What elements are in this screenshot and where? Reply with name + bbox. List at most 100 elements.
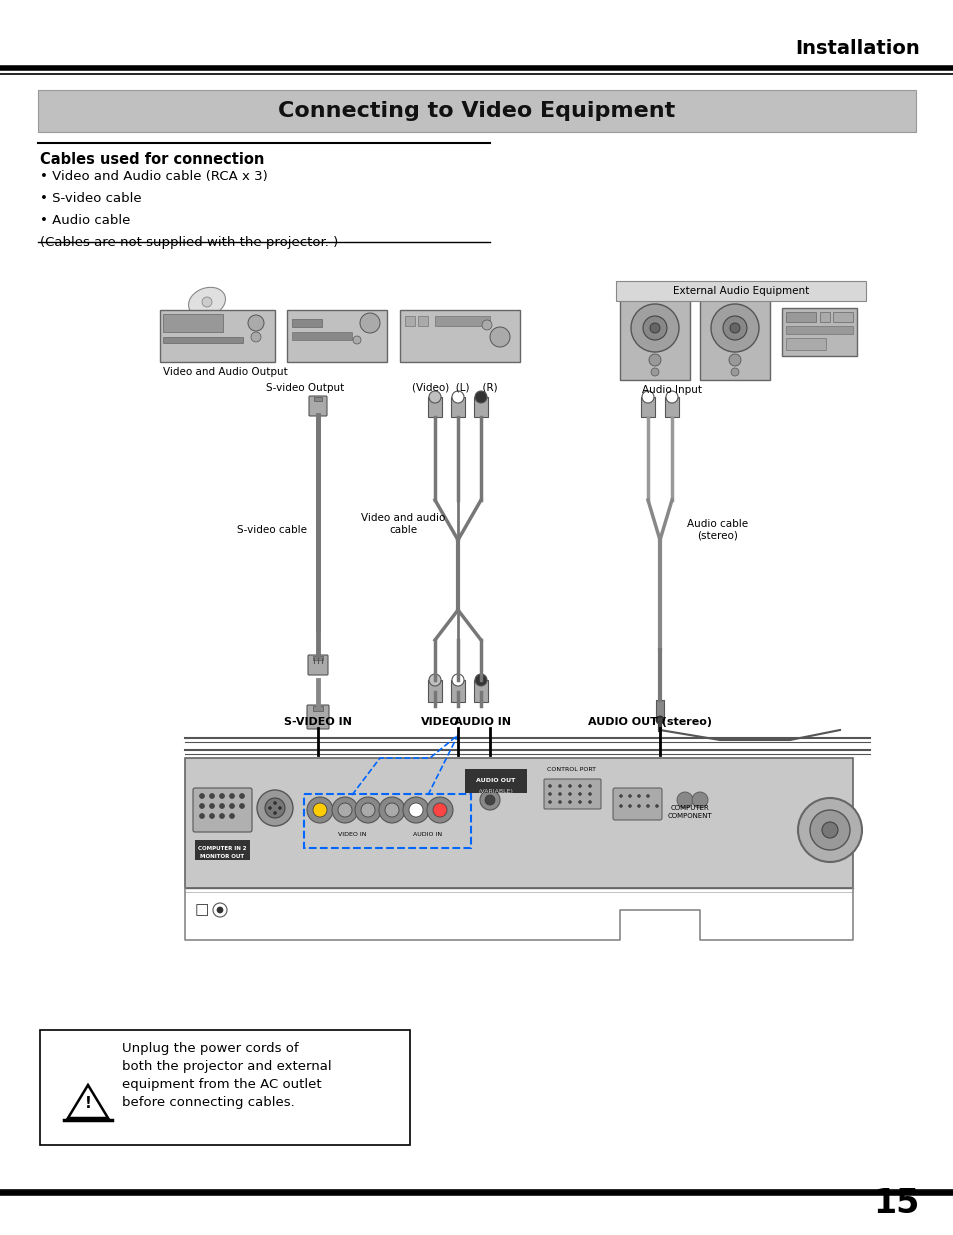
Text: Audio Input: Audio Input	[641, 385, 701, 395]
Circle shape	[568, 800, 571, 804]
Text: S-VIDEO IN: S-VIDEO IN	[284, 718, 352, 727]
Circle shape	[548, 793, 551, 795]
Circle shape	[199, 794, 204, 799]
Circle shape	[618, 804, 622, 808]
Bar	[292, 319, 322, 327]
Circle shape	[199, 814, 204, 819]
Circle shape	[618, 794, 622, 798]
FancyBboxPatch shape	[307, 705, 329, 729]
Text: Video and Audio Output: Video and Audio Output	[162, 367, 287, 377]
Text: □: □	[194, 902, 209, 918]
Circle shape	[648, 354, 660, 366]
Bar	[451, 396, 464, 417]
Text: • S-video cable: • S-video cable	[40, 191, 141, 205]
Circle shape	[729, 324, 740, 333]
Circle shape	[429, 674, 440, 685]
Bar	[313, 656, 323, 659]
Bar	[163, 337, 243, 343]
Text: COMPUTER IN 2: COMPUTER IN 2	[197, 846, 246, 851]
Text: AUDIO OUT: AUDIO OUT	[476, 778, 515, 783]
Circle shape	[256, 790, 293, 826]
Polygon shape	[68, 1086, 108, 1118]
Circle shape	[313, 803, 327, 818]
Bar	[619, 300, 689, 380]
Circle shape	[452, 391, 463, 403]
Bar	[820, 312, 829, 322]
Text: VIDEO IN: VIDEO IN	[337, 832, 366, 837]
Circle shape	[409, 803, 422, 818]
Circle shape	[656, 716, 663, 724]
Bar	[785, 326, 852, 333]
Circle shape	[239, 804, 244, 809]
Circle shape	[210, 794, 214, 799]
Circle shape	[429, 391, 440, 403]
Text: • Audio cable: • Audio cable	[40, 214, 131, 227]
Text: MONITOR OUT: MONITOR OUT	[200, 853, 244, 858]
Bar	[832, 312, 852, 322]
Bar	[405, 316, 415, 326]
Text: Video and audio
cable: Video and audio cable	[360, 514, 445, 535]
Bar	[287, 310, 387, 362]
Circle shape	[809, 810, 849, 850]
Circle shape	[230, 794, 234, 799]
Text: Installation: Installation	[795, 40, 919, 58]
Bar	[435, 316, 490, 326]
Text: !: !	[85, 1097, 91, 1112]
Circle shape	[337, 803, 352, 818]
Circle shape	[578, 793, 581, 795]
Text: (Cables are not supplied with the projector. ): (Cables are not supplied with the projec…	[40, 236, 338, 249]
FancyBboxPatch shape	[616, 282, 865, 301]
Text: (Video)  (L)    (R): (Video) (L) (R)	[412, 383, 497, 393]
Circle shape	[628, 804, 631, 808]
FancyBboxPatch shape	[308, 655, 328, 676]
Text: Connecting to Video Equipment: Connecting to Video Equipment	[278, 101, 675, 121]
Circle shape	[359, 312, 379, 333]
Text: S-video cable: S-video cable	[236, 525, 307, 535]
Circle shape	[710, 304, 759, 352]
Bar	[785, 338, 825, 350]
Circle shape	[274, 802, 276, 804]
Circle shape	[265, 798, 285, 818]
Circle shape	[219, 814, 224, 819]
Circle shape	[691, 792, 707, 808]
Circle shape	[821, 823, 837, 839]
Bar	[163, 314, 223, 332]
Text: AUDIO IN: AUDIO IN	[454, 718, 511, 727]
Bar	[656, 700, 663, 720]
Bar	[417, 316, 428, 326]
Text: Audio cable
(stereo): Audio cable (stereo)	[687, 519, 748, 541]
Circle shape	[199, 804, 204, 809]
Bar	[640, 396, 655, 417]
Circle shape	[479, 790, 499, 810]
Circle shape	[641, 391, 654, 403]
Circle shape	[475, 674, 486, 685]
Bar	[314, 396, 322, 401]
Circle shape	[402, 797, 429, 823]
Circle shape	[475, 391, 486, 403]
Circle shape	[278, 806, 281, 809]
Circle shape	[307, 797, 333, 823]
Circle shape	[230, 804, 234, 809]
Circle shape	[452, 674, 463, 685]
Circle shape	[353, 336, 360, 345]
Circle shape	[628, 794, 631, 798]
Circle shape	[558, 784, 561, 788]
Circle shape	[210, 804, 214, 809]
Bar	[451, 680, 464, 701]
FancyBboxPatch shape	[464, 769, 526, 793]
Circle shape	[548, 800, 551, 804]
Circle shape	[728, 354, 740, 366]
Text: VIDEO: VIDEO	[420, 718, 459, 727]
Circle shape	[646, 794, 649, 798]
Circle shape	[202, 296, 212, 308]
Circle shape	[355, 797, 380, 823]
Circle shape	[385, 803, 398, 818]
Circle shape	[730, 368, 739, 375]
FancyBboxPatch shape	[193, 788, 252, 832]
Text: Unplug the power cords of
both the projector and external
equipment from the AC : Unplug the power cords of both the proje…	[122, 1042, 332, 1109]
Bar	[428, 396, 441, 417]
Circle shape	[558, 793, 561, 795]
Circle shape	[588, 784, 591, 788]
Circle shape	[568, 793, 571, 795]
Bar	[292, 332, 352, 340]
